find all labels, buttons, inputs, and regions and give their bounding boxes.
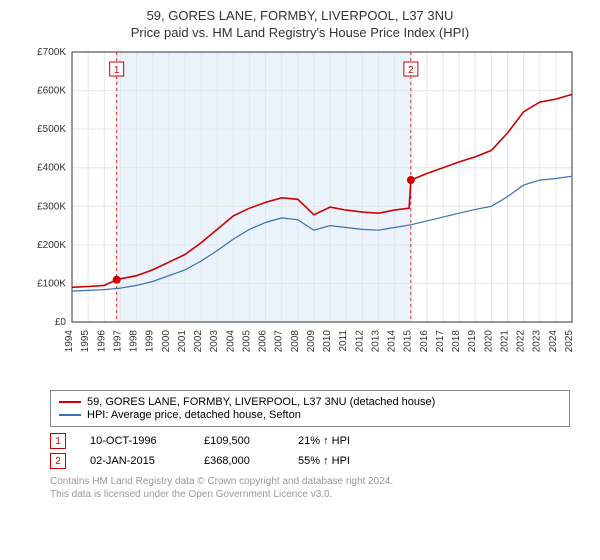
marker-row-1: 1 10-OCT-1996 £109,500 21% ↑ HPI [50,431,570,451]
title-line-2: Price paid vs. HM Land Registry's House … [10,25,590,40]
attribution: Contains HM Land Registry data © Crown c… [50,475,570,501]
chart: £0 £100K £200K £300K £400K £500K £600K £700K 199… [20,44,580,384]
svg-text:1996: 1996 [96,330,107,353]
svg-text:2: 2 [408,65,414,76]
svg-text:1995: 1995 [80,330,91,353]
svg-text:2002: 2002 [193,330,204,353]
svg-text:2014: 2014 [387,330,398,353]
svg-text:2004: 2004 [225,330,236,353]
legend-label-2: HPI: Average price, detached house, Seft… [87,409,301,421]
svg-text:2001: 2001 [177,330,188,353]
svg-text:£600K: £600K [37,86,66,97]
svg-text:£300K: £300K [37,201,66,212]
svg-text:2024: 2024 [548,330,559,353]
svg-text:2007: 2007 [274,330,285,353]
svg-text:2017: 2017 [435,330,446,353]
page: 59, GORES LANE, FORMBY, LIVERPOOL, L37 3… [0,0,600,501]
svg-text:2011: 2011 [338,330,349,352]
marker-pct-2: 55% ↑ HPI [298,455,350,467]
marker-badge-1: 1 [50,433,66,449]
svg-text:1998: 1998 [129,330,140,353]
svg-text:2009: 2009 [306,330,317,353]
attribution-line-2: This data is licensed under the Open Gov… [50,488,570,501]
marker-price-1: £109,500 [204,435,274,447]
title-line-1: 59, GORES LANE, FORMBY, LIVERPOOL, L37 3… [10,8,590,23]
marker-badge-2: 2 [50,453,66,469]
svg-text:2015: 2015 [403,330,414,353]
svg-text:2003: 2003 [209,330,220,353]
svg-text:2006: 2006 [258,330,269,353]
svg-text:1: 1 [114,65,120,76]
svg-text:2018: 2018 [451,330,462,353]
svg-text:2010: 2010 [322,330,333,353]
svg-text:2000: 2000 [161,330,172,353]
marker-row-2: 2 02-JAN-2015 £368,000 55% ↑ HPI [50,451,570,471]
marker-date-1: 10-OCT-1996 [90,435,180,447]
legend: 59, GORES LANE, FORMBY, LIVERPOOL, L37 3… [50,390,570,427]
svg-text:2019: 2019 [467,330,478,353]
svg-text:£0: £0 [55,317,67,328]
svg-text:2008: 2008 [290,330,301,353]
svg-text:£200K: £200K [37,240,66,251]
attribution-line-1: Contains HM Land Registry data © Crown c… [50,475,570,488]
svg-text:2013: 2013 [370,330,381,353]
svg-text:2005: 2005 [241,330,252,353]
chart-svg: £0 £100K £200K £300K £400K £500K £600K £700K 199… [20,44,580,384]
legend-label-1: 59, GORES LANE, FORMBY, LIVERPOOL, L37 3… [87,396,435,408]
svg-text:2020: 2020 [483,330,494,353]
marker-date-2: 02-JAN-2015 [90,455,180,467]
svg-text:£500K: £500K [37,124,66,135]
svg-text:2021: 2021 [499,330,510,353]
svg-text:1999: 1999 [145,330,156,353]
svg-text:£400K: £400K [37,163,66,174]
marker-pct-1: 21% ↑ HPI [298,435,350,447]
marker-price-2: £368,000 [204,455,274,467]
legend-swatch-1 [59,401,81,403]
svg-text:£100K: £100K [37,278,66,289]
svg-text:£700K: £700K [37,47,66,58]
svg-text:1997: 1997 [112,330,123,353]
svg-text:2012: 2012 [354,330,365,353]
legend-row-2: HPI: Average price, detached house, Seft… [59,409,561,421]
svg-text:2022: 2022 [516,330,527,353]
legend-swatch-2 [59,414,81,416]
svg-text:1994: 1994 [64,330,75,353]
marker-table: 1 10-OCT-1996 £109,500 21% ↑ HPI 2 02-JA… [50,431,570,471]
chart-title-block: 59, GORES LANE, FORMBY, LIVERPOOL, L37 3… [0,0,600,44]
svg-text:2016: 2016 [419,330,430,353]
svg-text:2025: 2025 [564,330,575,353]
svg-text:2023: 2023 [532,330,543,353]
legend-row-1: 59, GORES LANE, FORMBY, LIVERPOOL, L37 3… [59,396,561,408]
